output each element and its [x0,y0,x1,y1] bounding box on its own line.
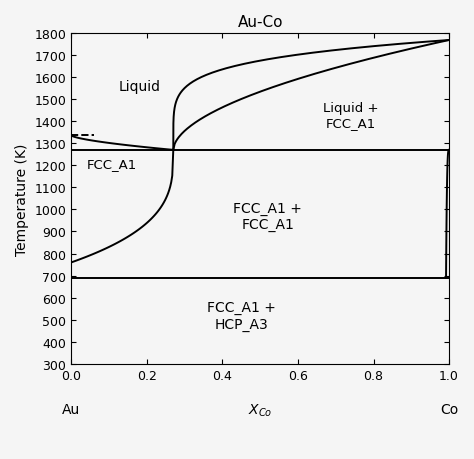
Y-axis label: Temperature (K): Temperature (K) [15,143,29,255]
Text: FCC_A1 +
HCP_A3: FCC_A1 + HCP_A3 [207,301,276,331]
Text: Co: Co [440,402,458,416]
Text: FCC_A1 +
FCC_A1: FCC_A1 + FCC_A1 [233,202,302,232]
Text: Liquid +
FCC_A1: Liquid + FCC_A1 [323,101,379,129]
Text: Au: Au [62,402,81,416]
Text: $X_{Co}$: $X_{Co}$ [248,402,273,419]
Title: Au-Co: Au-Co [237,15,283,30]
Text: Liquid: Liquid [118,80,160,94]
Text: FCC_A1: FCC_A1 [86,157,137,170]
